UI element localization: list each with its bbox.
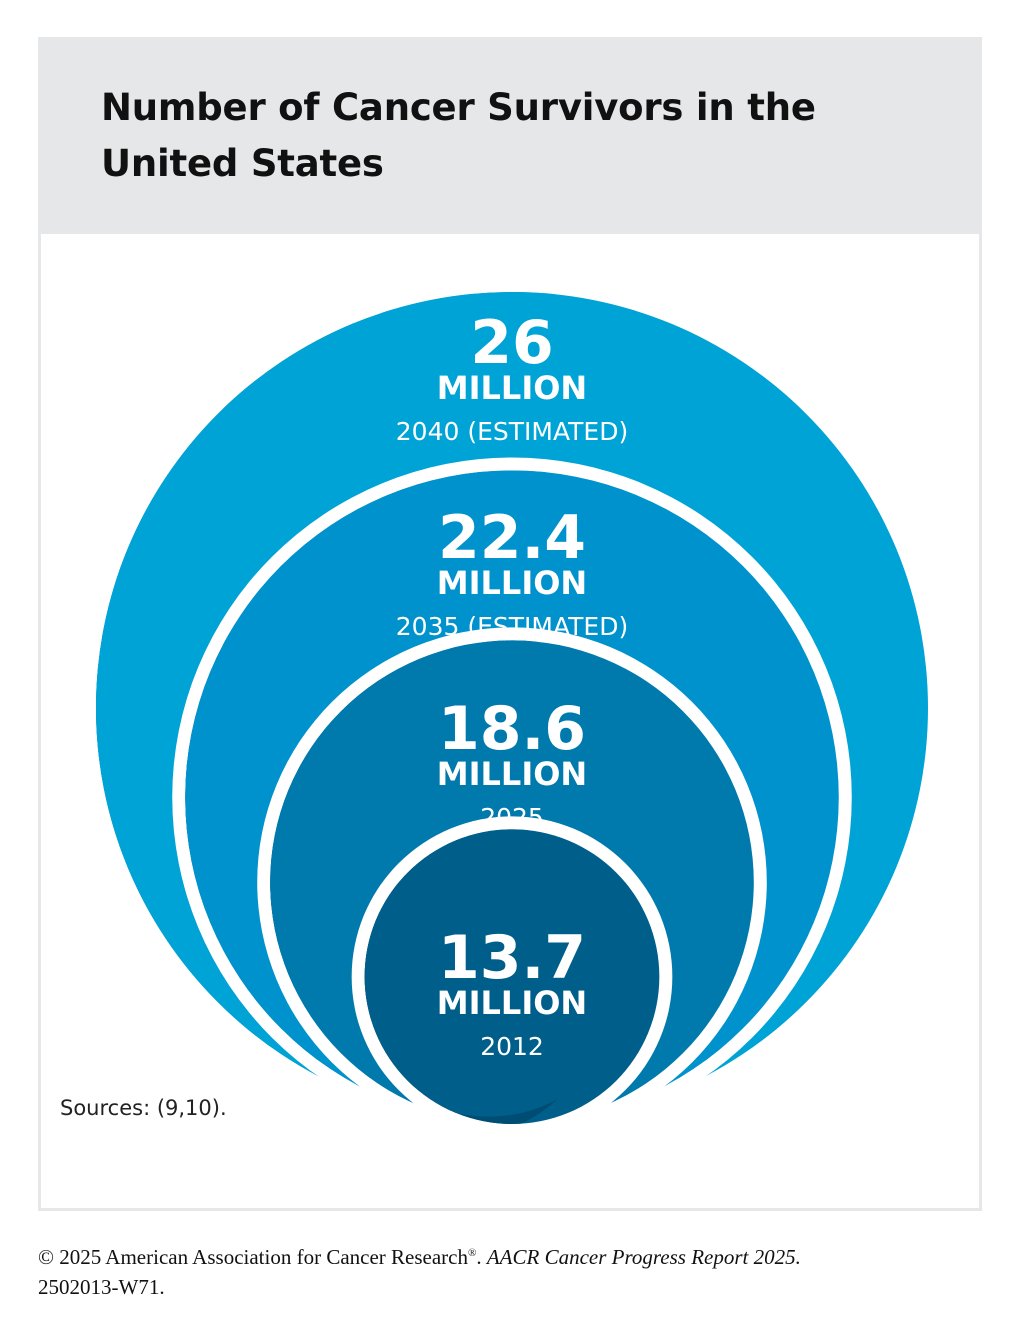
year-label: 2035 (ESTIMATED) [396,612,628,641]
unit-label: MILLION [437,564,587,602]
report-name: AACR Cancer Progress Report 2025. [486,1245,801,1269]
registered-mark: ® [468,1247,477,1259]
footer-separator: . [476,1245,487,1269]
circle-highlight [364,829,635,1117]
unit-label: MILLION [437,369,587,407]
copyright-footer: © 2025 American Association for Cancer R… [38,1238,988,1302]
circles-layer [83,279,941,1137]
sources-note: Sources: (9,10). [60,1096,227,1120]
data-value-label: 13.7 [438,923,586,993]
unit-label: MILLION [437,984,587,1022]
year-label: 2012 [480,1032,544,1061]
data-value-label: 18.6 [438,694,586,764]
data-value-label: 22.4 [438,503,586,573]
chart-title: Number of Cancer Survivors in the United… [101,86,816,185]
data-value-label: 26 [470,308,554,378]
copyright-text: © 2025 American Association for Cancer R… [38,1245,468,1269]
unit-label: MILLION [437,755,587,793]
figure-code: 2502013-W71. [38,1275,165,1299]
year-label: 2040 (ESTIMATED) [396,417,628,446]
year-label: 2025 [480,803,544,832]
header-band: Number of Cancer Survivors in the United… [41,40,979,234]
circle-2012 [351,816,673,1137]
